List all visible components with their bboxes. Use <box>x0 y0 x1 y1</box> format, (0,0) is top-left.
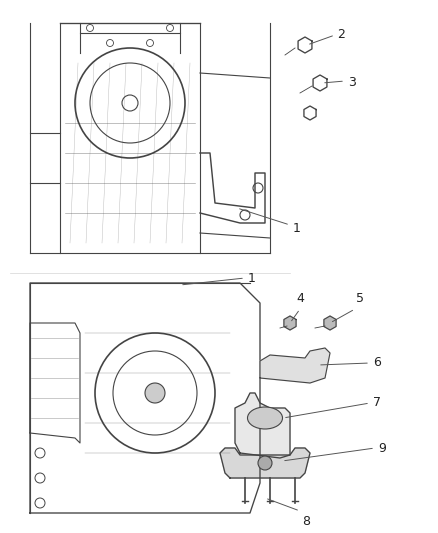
Polygon shape <box>10 3 290 275</box>
Text: 4: 4 <box>296 292 304 305</box>
Polygon shape <box>10 265 290 533</box>
Text: 8: 8 <box>302 515 310 528</box>
Text: 9: 9 <box>378 441 386 455</box>
Polygon shape <box>220 448 310 478</box>
Circle shape <box>258 456 272 470</box>
Text: 1: 1 <box>248 271 256 285</box>
Polygon shape <box>260 348 330 383</box>
Text: 3: 3 <box>348 76 356 88</box>
Ellipse shape <box>247 407 283 429</box>
Text: 2: 2 <box>337 28 345 42</box>
Text: 1: 1 <box>293 222 301 236</box>
Polygon shape <box>324 316 336 330</box>
Polygon shape <box>235 393 290 458</box>
Text: 7: 7 <box>373 397 381 409</box>
Text: 6: 6 <box>373 357 381 369</box>
Circle shape <box>145 383 165 403</box>
Polygon shape <box>284 316 296 330</box>
Text: 5: 5 <box>356 292 364 305</box>
